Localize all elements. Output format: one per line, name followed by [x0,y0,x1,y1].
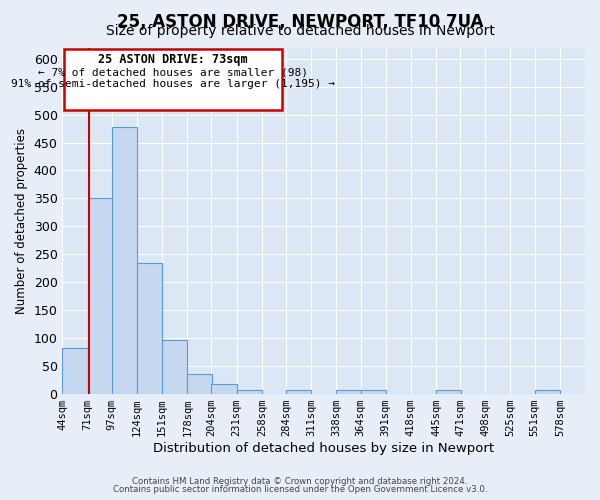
Text: Contains public sector information licensed under the Open Government Licence v3: Contains public sector information licen… [113,484,487,494]
Bar [62,348,88,394]
Text: Contains HM Land Registry data © Crown copyright and database right 2024.: Contains HM Land Registry data © Crown c… [132,477,468,486]
Bar [137,262,162,394]
Bar [187,374,212,394]
Bar [436,390,461,394]
Bar [361,390,386,394]
Bar [535,390,560,394]
Bar [286,390,311,394]
Bar [112,127,137,394]
Text: 91% of semi-detached houses are larger (1,195) →: 91% of semi-detached houses are larger (… [11,80,335,90]
Text: Size of property relative to detached houses in Newport: Size of property relative to detached ho… [106,24,494,38]
Bar [236,390,262,394]
Bar [88,198,113,394]
Y-axis label: Number of detached properties: Number of detached properties [15,128,28,314]
Bar [336,390,361,394]
Text: ← 7% of detached houses are smaller (98): ← 7% of detached houses are smaller (98) [38,68,308,78]
Text: 25, ASTON DRIVE, NEWPORT, TF10 7UA: 25, ASTON DRIVE, NEWPORT, TF10 7UA [117,12,483,30]
Bar [211,384,236,394]
Text: 25 ASTON DRIVE: 73sqm: 25 ASTON DRIVE: 73sqm [98,54,248,66]
FancyBboxPatch shape [64,48,282,110]
X-axis label: Distribution of detached houses by size in Newport: Distribution of detached houses by size … [153,442,494,455]
Bar [162,340,187,394]
